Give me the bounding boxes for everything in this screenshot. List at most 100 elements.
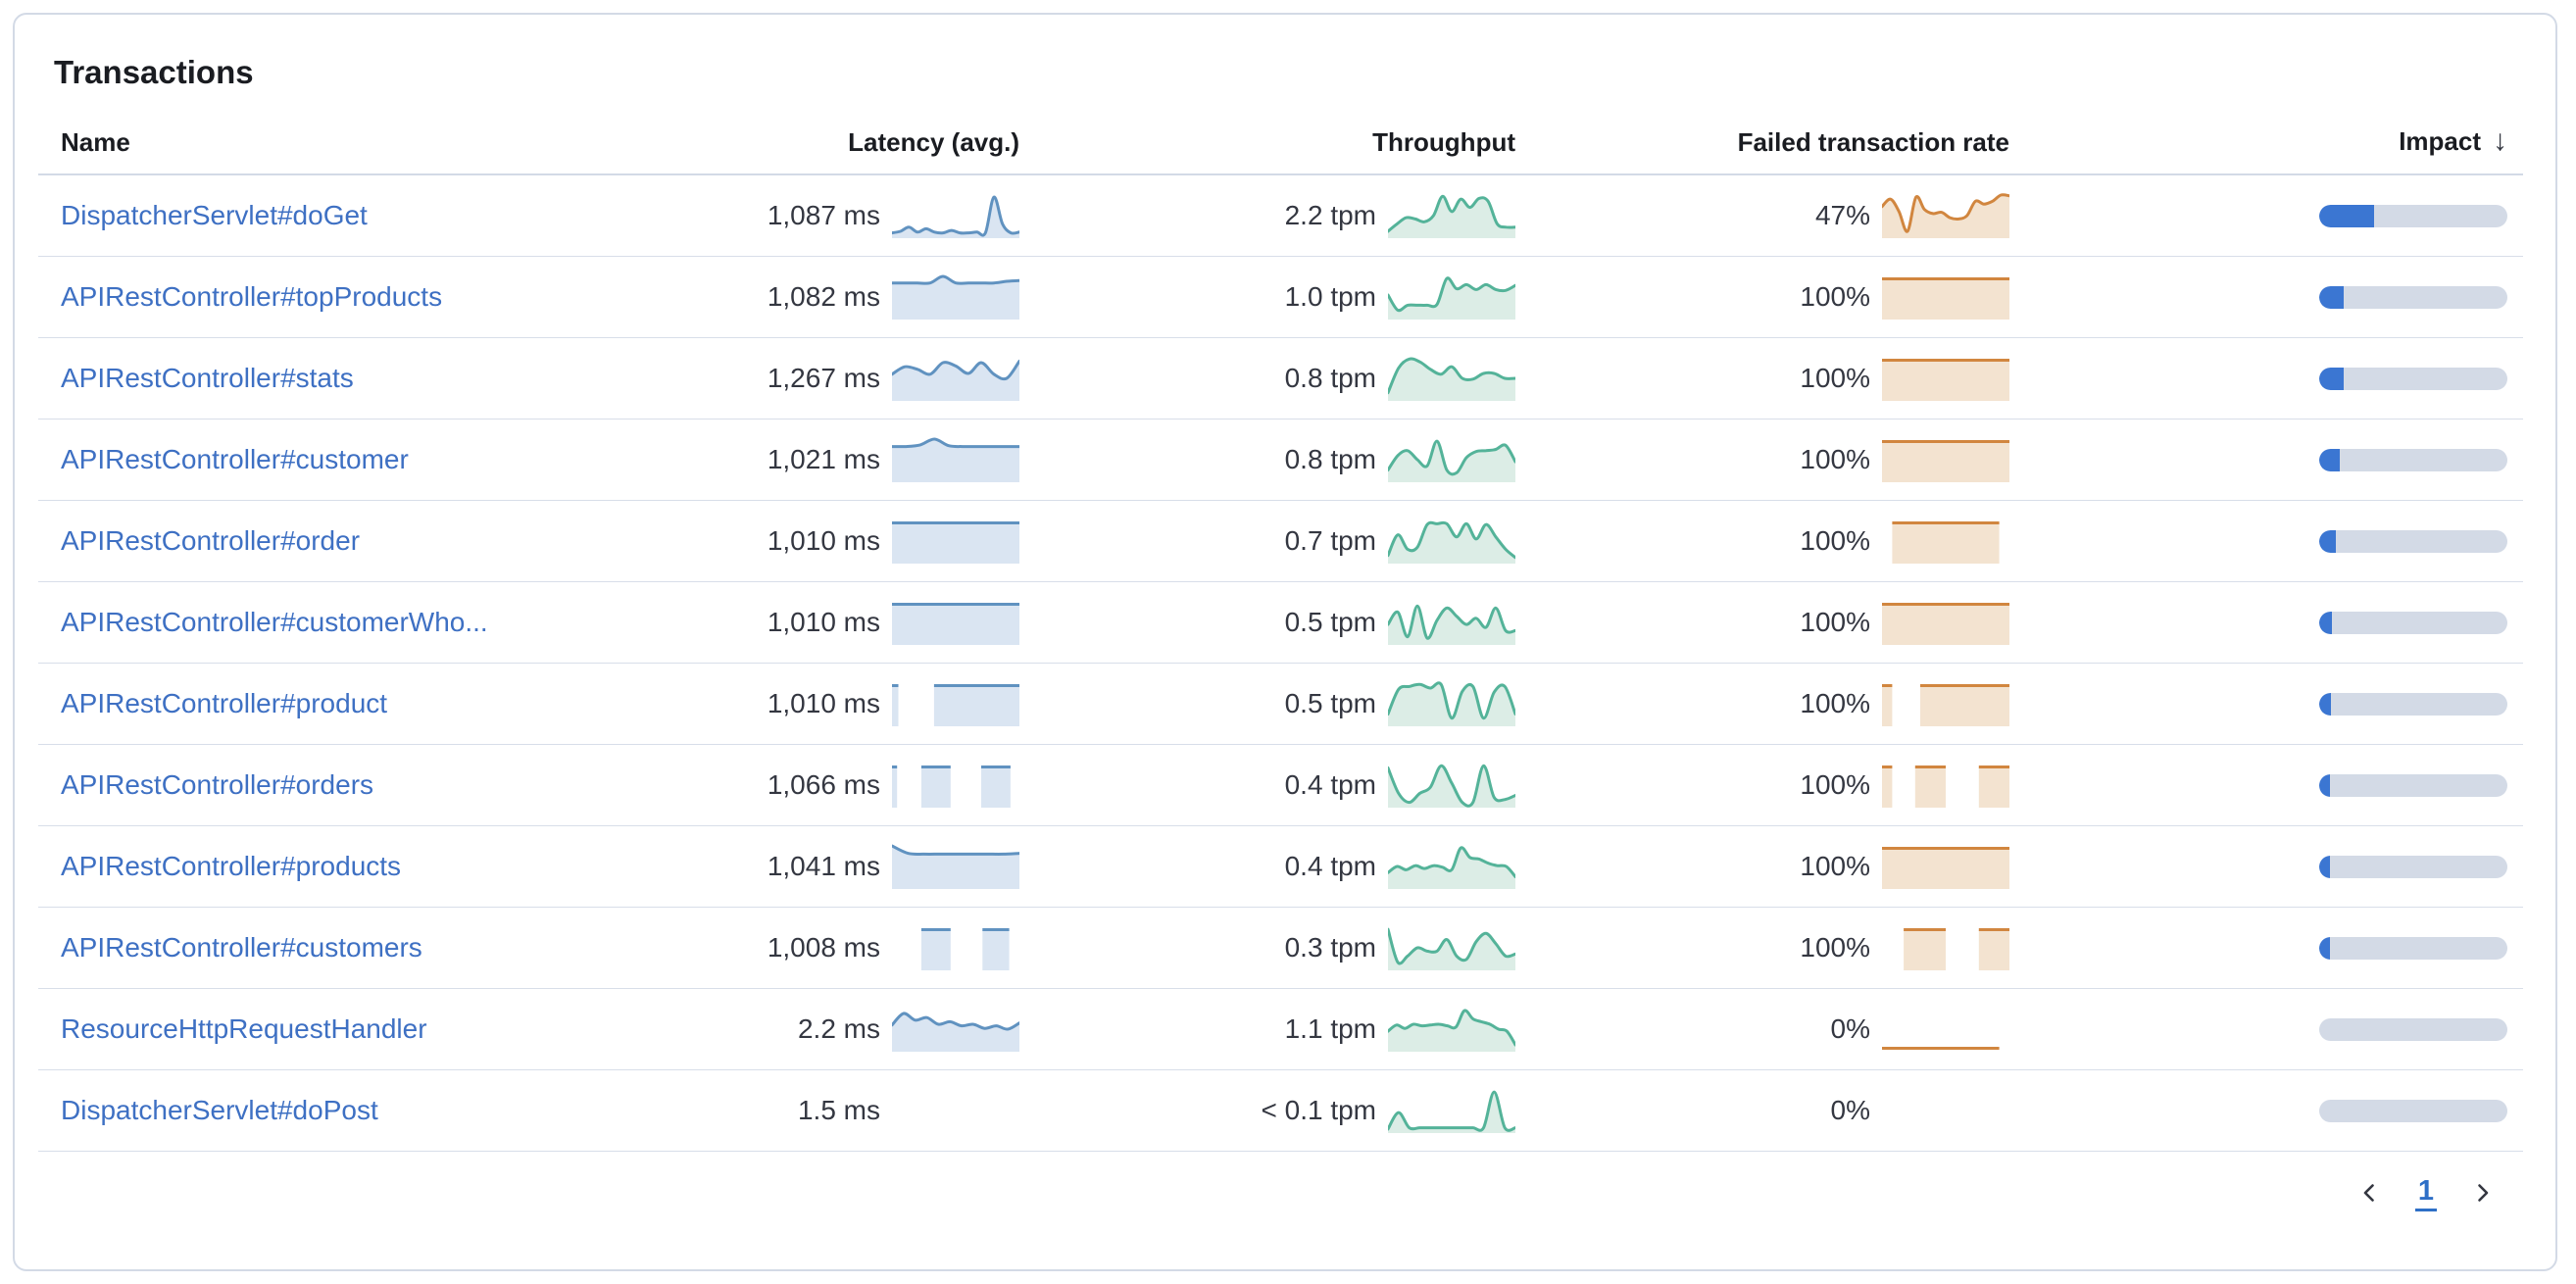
failed-rate-sparkline xyxy=(1882,763,2009,808)
transaction-name-cell: APIRestController#products xyxy=(38,851,681,882)
throughput-value: 0.8 tpm xyxy=(1284,363,1376,393)
pagination: 1 xyxy=(38,1169,2500,1216)
transaction-name-cell: DispatcherServlet#doPost xyxy=(38,1095,681,1126)
latency-value: 1,010 ms xyxy=(767,525,880,556)
failed-rate-value: 100% xyxy=(1800,607,1870,637)
table-row: APIRestController#customerWho... 1,010 m… xyxy=(38,582,2523,664)
failed-rate-sparkline xyxy=(1882,925,2009,970)
transaction-name-link[interactable]: APIRestController#topProducts xyxy=(61,281,443,312)
transaction-name-cell: APIRestController#stats xyxy=(38,363,681,394)
failed-rate-value: 100% xyxy=(1800,525,1870,556)
impact-bar-track xyxy=(2319,773,2507,797)
transactions-table: Name Latency (avg.) Throughput Failed tr… xyxy=(38,103,2523,1152)
failed-rate-sparkline xyxy=(1882,519,2009,564)
failed-rate-cell: 47% xyxy=(1515,193,2011,238)
failed-rate-cell: 100% xyxy=(1515,519,2009,564)
throughput-cell: 0.5 tpm xyxy=(1019,600,1517,645)
throughput-sparkline xyxy=(1386,844,1517,889)
impact-bar-track xyxy=(2319,855,2507,878)
latency-cell: 1,066 ms xyxy=(681,763,1019,808)
failed-rate-cell: 0% xyxy=(1515,1088,2009,1133)
impact-bar-fill xyxy=(2319,936,2330,960)
table-row: APIRestController#customers 1,008 ms 0.3… xyxy=(38,908,2523,989)
throughput-cell: 0.5 tpm xyxy=(1019,681,1517,726)
failed-rate-value: 100% xyxy=(1800,688,1870,718)
transaction-name-link[interactable]: APIRestController#customerWho... xyxy=(61,607,488,637)
sort-descending-icon: ↓ xyxy=(2493,124,2507,157)
throughput-sparkline xyxy=(1386,437,1517,482)
transaction-name-link[interactable]: APIRestController#product xyxy=(61,688,388,718)
impact-bar-track xyxy=(2319,611,2507,634)
latency-value: 1,267 ms xyxy=(767,363,880,393)
transaction-name-link[interactable]: APIRestController#customer xyxy=(61,444,409,474)
transaction-name-cell: APIRestController#orders xyxy=(38,769,681,801)
throughput-value: 0.8 tpm xyxy=(1284,444,1376,474)
throughput-sparkline xyxy=(1386,519,1517,564)
column-header-impact-label: Impact xyxy=(2399,125,2481,156)
column-header-throughput[interactable]: Throughput xyxy=(1372,127,1515,157)
column-header-latency[interactable]: Latency (avg.) xyxy=(848,127,1019,157)
failed-rate-cell: 100% xyxy=(1515,600,2009,645)
transaction-name-link[interactable]: APIRestController#customers xyxy=(61,932,422,963)
chevron-left-icon xyxy=(2363,1184,2374,1202)
failed-rate-sparkline xyxy=(1882,274,2009,320)
failed-rate-value: 100% xyxy=(1800,281,1870,312)
page-number-1[interactable]: 1 xyxy=(2414,1175,2437,1211)
column-header-impact[interactable]: Impact ↓ xyxy=(2009,124,2523,158)
throughput-sparkline xyxy=(1386,600,1517,645)
latency-cell: 1,008 ms xyxy=(681,925,1019,970)
impact-bar-track xyxy=(2319,1017,2507,1041)
latency-sparkline xyxy=(890,356,1021,401)
impact-bar-track xyxy=(2319,1099,2507,1122)
failed-rate-value: 100% xyxy=(1800,932,1870,963)
latency-sparkline xyxy=(890,1007,1021,1052)
failed-rate-cell: 100% xyxy=(1515,274,2009,320)
failed-rate-value: 100% xyxy=(1800,444,1870,474)
throughput-value: 0.5 tpm xyxy=(1284,688,1376,718)
transaction-name-link[interactable]: APIRestController#products xyxy=(61,851,402,881)
throughput-value: 0.4 tpm xyxy=(1284,769,1376,800)
next-page-button[interactable] xyxy=(2466,1176,2500,1210)
latency-cell: 1,267 ms xyxy=(681,356,1021,401)
throughput-sparkline xyxy=(1386,274,1517,320)
impact-cell xyxy=(2009,1017,2523,1041)
table-row: ResourceHttpRequestHandler 2.2 ms 1.1 tp… xyxy=(38,989,2523,1070)
impact-bar-track xyxy=(2319,367,2507,390)
latency-value: 1,008 ms xyxy=(767,932,880,963)
latency-cell: 1,010 ms xyxy=(681,519,1019,564)
previous-page-button[interactable] xyxy=(2353,1176,2386,1210)
impact-bar-fill xyxy=(2319,204,2374,227)
latency-value: 2.2 ms xyxy=(797,1013,880,1044)
latency-value: 1,010 ms xyxy=(767,607,880,637)
transaction-name-cell: ResourceHttpRequestHandler xyxy=(38,1013,681,1045)
throughput-value: 1.0 tpm xyxy=(1284,281,1376,312)
impact-bar-fill xyxy=(2319,529,2337,553)
latency-sparkline xyxy=(892,925,1019,970)
table-row: APIRestController#order 1,010 ms 0.7 tpm… xyxy=(38,501,2523,582)
latency-cell: 1,021 ms xyxy=(681,437,1021,482)
table-row: APIRestController#products 1,041 ms 0.4 … xyxy=(38,826,2523,908)
impact-bar-fill xyxy=(2319,448,2341,471)
table-row: APIRestController#orders 1,066 ms 0.4 tp… xyxy=(38,745,2523,826)
throughput-cell: 1.1 tpm xyxy=(1019,1007,1517,1052)
transaction-name-link[interactable]: APIRestController#orders xyxy=(61,769,374,800)
impact-bar-fill xyxy=(2319,692,2331,716)
column-header-name: Name xyxy=(61,127,130,157)
throughput-value: 2.2 tpm xyxy=(1284,200,1376,230)
failed-rate-cell: 100% xyxy=(1515,763,2009,808)
column-header-failed-rate[interactable]: Failed transaction rate xyxy=(1737,127,2009,157)
failed-rate-sparkline xyxy=(1882,356,2009,401)
transaction-name-link[interactable]: APIRestController#stats xyxy=(61,363,354,393)
transaction-name-link[interactable]: DispatcherServlet#doGet xyxy=(61,200,368,230)
impact-bar-fill xyxy=(2319,611,2333,634)
throughput-value: < 0.1 tpm xyxy=(1261,1095,1376,1125)
table-row: DispatcherServlet#doPost 1.5 ms < 0.1 tp… xyxy=(38,1070,2523,1152)
transaction-name-link[interactable]: APIRestController#order xyxy=(61,525,361,556)
throughput-cell: 0.4 tpm xyxy=(1019,763,1517,808)
impact-bar-track xyxy=(2319,285,2507,309)
impact-bar-fill xyxy=(2319,285,2344,309)
transaction-name-link[interactable]: ResourceHttpRequestHandler xyxy=(61,1013,427,1044)
failed-rate-sparkline xyxy=(1880,193,2011,238)
transaction-name-cell: DispatcherServlet#doGet xyxy=(38,200,681,231)
transaction-name-link[interactable]: DispatcherServlet#doPost xyxy=(61,1095,378,1125)
